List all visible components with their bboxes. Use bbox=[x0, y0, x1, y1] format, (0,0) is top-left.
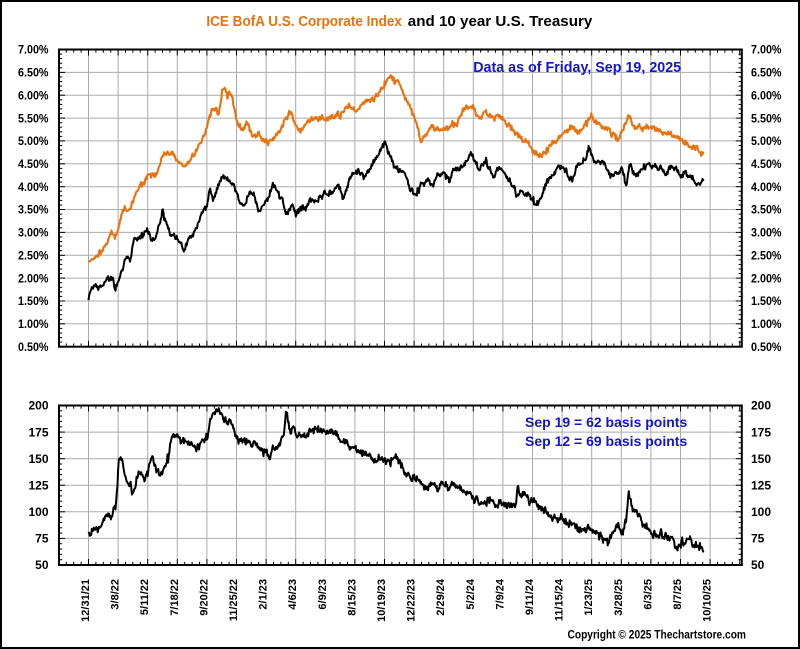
svg-text:3.00%: 3.00% bbox=[751, 228, 782, 240]
svg-text:2/1/23: 2/1/23 bbox=[258, 579, 270, 610]
svg-text:11/25/22: 11/25/22 bbox=[228, 579, 240, 621]
svg-text:4.00%: 4.00% bbox=[18, 182, 49, 194]
svg-text:9/20/22: 9/20/22 bbox=[198, 579, 210, 616]
svg-text:2/29/24: 2/29/24 bbox=[435, 578, 447, 616]
svg-text:6.00%: 6.00% bbox=[751, 90, 782, 102]
svg-text:75: 75 bbox=[751, 532, 765, 546]
svg-text:6.50%: 6.50% bbox=[751, 68, 782, 80]
svg-text:7/18/22: 7/18/22 bbox=[169, 579, 181, 616]
svg-text:11/15/24: 11/15/24 bbox=[554, 578, 566, 621]
svg-text:5.50%: 5.50% bbox=[18, 113, 49, 125]
svg-text:200: 200 bbox=[751, 399, 771, 413]
svg-text:0.50%: 0.50% bbox=[751, 342, 782, 354]
svg-text:175: 175 bbox=[751, 425, 771, 439]
svg-text:5/11/22: 5/11/22 bbox=[139, 579, 151, 615]
svg-text:Sep 19 = 62 basis points: Sep 19 = 62 basis points bbox=[525, 414, 687, 430]
svg-text:125: 125 bbox=[28, 478, 48, 492]
svg-text:8/7/25: 8/7/25 bbox=[672, 579, 684, 610]
svg-text:3.00%: 3.00% bbox=[18, 228, 49, 240]
svg-text:75: 75 bbox=[35, 532, 49, 546]
svg-text:Copyright © 2025 Thechartstore: Copyright © 2025 Thechartstore.com bbox=[568, 630, 747, 642]
svg-text:6/3/25: 6/3/25 bbox=[642, 579, 654, 610]
svg-text:5.50%: 5.50% bbox=[751, 113, 782, 125]
svg-text:7.00%: 7.00% bbox=[751, 45, 782, 57]
svg-text:5.00%: 5.00% bbox=[18, 136, 49, 148]
svg-text:8/15/23: 8/15/23 bbox=[346, 579, 358, 616]
svg-text:Data as of Friday, Sep 19, 202: Data as of Friday, Sep 19, 2025 bbox=[473, 60, 681, 76]
svg-text:6.00%: 6.00% bbox=[18, 90, 49, 102]
svg-text:100: 100 bbox=[751, 505, 771, 519]
svg-text:4/6/23: 4/6/23 bbox=[287, 579, 299, 610]
svg-text:100: 100 bbox=[28, 505, 48, 519]
svg-text:3/28/25: 3/28/25 bbox=[613, 579, 625, 616]
svg-text:3.50%: 3.50% bbox=[18, 205, 49, 217]
svg-text:4.00%: 4.00% bbox=[751, 182, 782, 194]
svg-text:1.50%: 1.50% bbox=[751, 296, 782, 308]
svg-text:7/9/24: 7/9/24 bbox=[494, 578, 506, 609]
svg-text:10/19/23: 10/19/23 bbox=[376, 579, 388, 622]
svg-text:2.50%: 2.50% bbox=[751, 251, 782, 263]
svg-text:9/11/24: 9/11/24 bbox=[524, 578, 536, 615]
svg-text:1/23/25: 1/23/25 bbox=[583, 579, 595, 616]
svg-text:6.50%: 6.50% bbox=[18, 68, 49, 80]
svg-text:5/2/24: 5/2/24 bbox=[465, 578, 477, 609]
svg-text:4.50%: 4.50% bbox=[751, 159, 782, 171]
svg-text:7.00%: 7.00% bbox=[18, 45, 49, 57]
svg-text:ICE BofA U.S. Corporate Index: ICE BofA U.S. Corporate Index bbox=[206, 14, 402, 30]
svg-text:5.00%: 5.00% bbox=[751, 136, 782, 148]
svg-text:150: 150 bbox=[751, 452, 771, 466]
svg-text:175: 175 bbox=[28, 425, 48, 439]
svg-text:0.50%: 0.50% bbox=[18, 342, 49, 354]
svg-text:6/9/23: 6/9/23 bbox=[317, 579, 329, 610]
svg-text:50: 50 bbox=[751, 558, 765, 572]
svg-text:150: 150 bbox=[28, 452, 48, 466]
svg-text:125: 125 bbox=[751, 478, 771, 492]
svg-text:1.50%: 1.50% bbox=[18, 296, 49, 308]
svg-text:2.00%: 2.00% bbox=[18, 273, 49, 285]
svg-text:10/10/25: 10/10/25 bbox=[702, 579, 714, 622]
svg-text:2.00%: 2.00% bbox=[751, 273, 782, 285]
svg-text:12/31/21: 12/31/21 bbox=[80, 579, 92, 622]
svg-text:and 10 year U.S. Treasury: and 10 year U.S. Treasury bbox=[408, 14, 593, 30]
svg-text:2.50%: 2.50% bbox=[18, 251, 49, 263]
svg-text:3/8/22: 3/8/22 bbox=[110, 579, 122, 610]
svg-text:1.00%: 1.00% bbox=[18, 319, 49, 331]
svg-text:4.50%: 4.50% bbox=[18, 159, 49, 171]
svg-text:200: 200 bbox=[28, 399, 48, 413]
svg-text:12/22/23: 12/22/23 bbox=[406, 579, 418, 622]
svg-text:1.00%: 1.00% bbox=[751, 319, 782, 331]
svg-text:3.50%: 3.50% bbox=[751, 205, 782, 217]
svg-text:Sep 12 = 69 basis points: Sep 12 = 69 basis points bbox=[525, 433, 687, 449]
svg-text:50: 50 bbox=[35, 558, 49, 572]
